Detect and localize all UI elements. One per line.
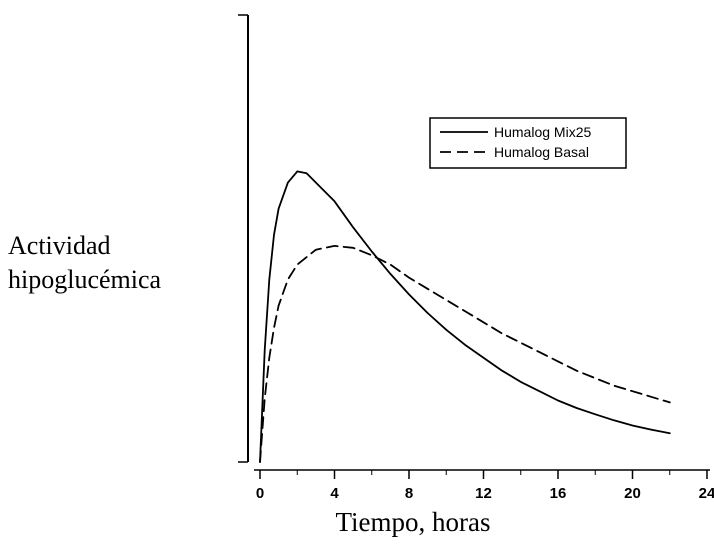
x-axis-ticks: 0 4 8 12 16 20 24 — [256, 470, 714, 502]
legend-box — [429, 117, 627, 169]
y-axis-label-line-1: Actividad — [8, 231, 111, 260]
chart-legend: Humalog Mix25 Humalog Basal — [429, 117, 627, 169]
series-line-1 — [259, 170, 671, 463]
x-tick-label: 4 — [330, 485, 339, 502]
y-axis-label: Actividad hipoglucémica — [8, 229, 161, 297]
x-tick-label: 24 — [699, 485, 714, 502]
x-tick-label: 20 — [624, 485, 641, 502]
chart-axes — [238, 14, 710, 471]
x-tick-label: 16 — [550, 485, 567, 502]
y-axis-label-line-2: hipoglucémica — [8, 265, 162, 294]
legend-label-2: Humalog Basal — [494, 144, 589, 160]
x-tick-label: 8 — [405, 485, 413, 502]
x-tick-label: 12 — [475, 485, 492, 502]
chart-series — [259, 170, 671, 463]
x-tick-label: 0 — [256, 485, 264, 502]
x-axis-label: Tiempo, horas — [335, 507, 491, 537]
series-line-2 — [259, 244, 671, 463]
legend-label-1: Humalog Mix25 — [494, 124, 591, 140]
